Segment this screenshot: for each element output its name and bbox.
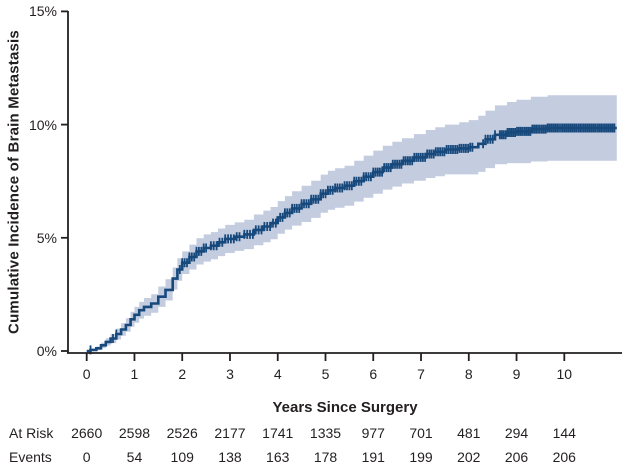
events-count-year-10: 206 xyxy=(552,449,576,465)
risk-table-row-label-events: Events xyxy=(9,449,52,465)
x-tick-label-9: 9 xyxy=(512,366,521,382)
at-risk-count-year-5: 1335 xyxy=(309,425,342,441)
at-risk-count-year-3: 2177 xyxy=(214,425,246,441)
events-count-year-1: 54 xyxy=(126,449,143,465)
events-count-year-7: 199 xyxy=(409,449,433,465)
at-risk-count-year-0: 2660 xyxy=(71,425,103,441)
at-risk-count-year-1: 2598 xyxy=(118,425,151,441)
x-tick-label-10: 10 xyxy=(556,366,573,382)
x-tick-label-6: 6 xyxy=(369,366,378,382)
y-tick-label-0: 0% xyxy=(36,343,57,359)
x-tick-label-5: 5 xyxy=(321,366,330,382)
risk-table-row-label-at-risk: At Risk xyxy=(9,425,54,441)
y-tick-label-5: 5% xyxy=(36,229,57,246)
y-tick-label-15: 15% xyxy=(28,3,57,20)
y-axis-title: Cumulative Incidence of Brain Metastasis xyxy=(5,30,23,334)
events-count-year-2: 109 xyxy=(170,449,194,465)
x-tick-label-7: 7 xyxy=(417,366,425,382)
events-count-year-5: 178 xyxy=(313,449,338,465)
confidence-band xyxy=(86,95,617,351)
at-risk-count-year-4: 1741 xyxy=(262,425,294,441)
events-count-year-4: 163 xyxy=(266,449,290,465)
at-risk-count-year-2: 2526 xyxy=(166,425,198,441)
y-tick-label-10: 10% xyxy=(28,116,57,133)
events-count-year-0: 0 xyxy=(82,449,91,465)
events-count-year-9: 206 xyxy=(504,449,529,465)
events-count-year-6: 191 xyxy=(361,449,385,465)
x-tick-label-2: 2 xyxy=(178,366,187,382)
censor-tick-marks xyxy=(89,123,616,355)
x-tick-label-8: 8 xyxy=(464,366,473,382)
x-tick-label-3: 3 xyxy=(226,366,234,382)
x-axis-title: Years Since Surgery xyxy=(272,399,418,416)
x-tick-label-0: 0 xyxy=(82,366,91,382)
at-risk-count-year-10: 144 xyxy=(552,425,576,441)
x-tick-label-1: 1 xyxy=(130,366,139,382)
at-risk-count-year-6: 977 xyxy=(361,425,385,441)
events-count-year-3: 138 xyxy=(218,449,242,465)
at-risk-count-year-8: 481 xyxy=(457,425,481,441)
at-risk-count-year-9: 294 xyxy=(504,425,529,441)
events-count-year-8: 202 xyxy=(457,449,481,465)
x-tick-label-4: 4 xyxy=(273,366,282,382)
at-risk-count-year-7: 701 xyxy=(409,425,433,441)
